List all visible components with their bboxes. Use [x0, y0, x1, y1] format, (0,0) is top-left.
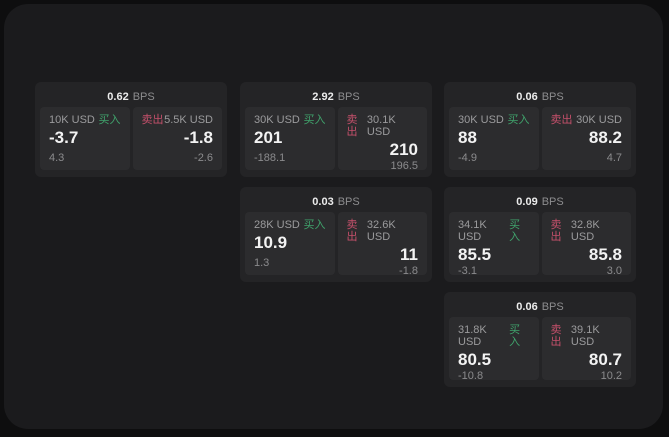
buy-size-label: 30K USD: [254, 114, 300, 126]
buy-side-tag: 买入: [98, 114, 121, 126]
quote-tiles: 10K USD 买入 -3.7 4.3 卖出 5.5K USD -1.8 -2.…: [40, 107, 222, 170]
sell-tile[interactable]: 卖出 39.1K USD 80.7 10.2: [541, 317, 631, 382]
sell-size-label: 32.8K USD: [570, 219, 600, 243]
card-header: 0.03 BPS: [245, 192, 427, 212]
sell-side-tag: 卖出: [346, 114, 358, 138]
buy-price: 201: [254, 128, 283, 147]
sell-tile[interactable]: 卖出 5.5K USD -1.8 -2.6: [132, 107, 222, 170]
bps-unit-label: BPS: [337, 196, 360, 208]
buy-price: 10.9: [254, 233, 288, 252]
quote-tiles: 28K USD 买入 10.9 1.3 卖出 32.6K USD 11 -1.8: [245, 212, 427, 277]
sell-tile[interactable]: 卖出 30.1K USD 210 196.5: [337, 107, 427, 172]
sell-price: 11: [400, 245, 418, 264]
buy-side-tag: 买入: [303, 219, 326, 231]
sell-price: 80.7: [588, 350, 622, 369]
sell-size-label: 30K USD: [576, 114, 622, 126]
buy-change: -3.1: [458, 265, 477, 277]
bps-value: 0.06: [516, 301, 538, 313]
sell-price: 210: [389, 140, 418, 159]
card-header: 0.06 BPS: [449, 87, 631, 107]
bps-unit-label: BPS: [132, 91, 155, 103]
card-header: 2.92 BPS: [245, 87, 427, 107]
sell-tile[interactable]: 卖出 30K USD 88.2 4.7: [541, 107, 631, 170]
bps-value: 2.92: [312, 91, 334, 103]
quotes-panel: 0.62 BPS 10K USD 买入 -3.7 4.3 卖出 5.5K USD…: [4, 4, 663, 429]
card-header: 0.06 BPS: [449, 297, 631, 317]
sell-change: 10.2: [600, 370, 622, 382]
bps-value: 0.03: [312, 196, 334, 208]
sell-side-tag: 卖出: [346, 219, 358, 243]
sell-price: 85.8: [588, 245, 622, 264]
buy-side-tag: 买入: [509, 219, 521, 243]
quote-card: 0.09 BPS 34.1K USD 买入 85.5 -3.1 卖出 32.8K…: [444, 187, 636, 282]
sell-price: 88.2: [588, 128, 622, 147]
bps-unit-label: BPS: [541, 301, 564, 313]
quote-card: 0.06 BPS 30K USD 买入 88 -4.9 卖出 30K USD 8…: [444, 82, 636, 177]
bps-unit-label: BPS: [541, 91, 564, 103]
sell-change: 3.0: [606, 265, 622, 277]
buy-price: 85.5: [458, 245, 492, 264]
buy-change: -10.8: [458, 370, 484, 382]
bps-unit-label: BPS: [541, 196, 564, 208]
quote-card: 0.62 BPS 10K USD 买入 -3.7 4.3 卖出 5.5K USD…: [35, 82, 227, 177]
buy-tile[interactable]: 30K USD 买入 201 -188.1: [245, 107, 335, 170]
buy-tile[interactable]: 28K USD 买入 10.9 1.3: [245, 212, 335, 275]
buy-side-tag: 买入: [303, 114, 326, 126]
sell-change: -1.8: [399, 265, 418, 277]
bps-value: 0.62: [107, 91, 129, 103]
sell-size-label: 5.5K USD: [164, 114, 213, 126]
buy-change: -188.1: [254, 152, 286, 164]
buy-side-tag: 买入: [507, 114, 530, 126]
buy-size-label: 31.8K USD: [458, 324, 487, 348]
buy-change: 1.3: [254, 257, 270, 269]
quote-card: 0.06 BPS 31.8K USD 买入 80.5 -10.8 卖出 39.1…: [444, 292, 636, 387]
sell-side-tag: 卖出: [550, 114, 573, 126]
sell-side-tag: 卖出: [550, 324, 562, 348]
buy-size-label: 34.1K USD: [458, 219, 487, 243]
quote-card: 0.03 BPS 28K USD 买入 10.9 1.3 卖出 32.6K US…: [240, 187, 432, 282]
buy-size-label: 30K USD: [458, 114, 504, 126]
buy-tile[interactable]: 30K USD 买入 88 -4.9: [449, 107, 539, 170]
quote-tiles: 34.1K USD 买入 85.5 -3.1 卖出 32.8K USD 85.8…: [449, 212, 631, 277]
buy-tile[interactable]: 31.8K USD 买入 80.5 -10.8: [449, 317, 539, 382]
buy-side-tag: 买入: [509, 324, 521, 348]
card-header: 0.09 BPS: [449, 192, 631, 212]
sell-size-label: 32.6K USD: [366, 219, 396, 243]
quote-tiles: 30K USD 买入 201 -188.1 卖出 30.1K USD 210 1…: [245, 107, 427, 172]
buy-price: 88: [458, 128, 477, 147]
sell-change: -2.6: [194, 152, 213, 164]
sell-size-label: 30.1K USD: [366, 114, 396, 138]
quote-tiles: 30K USD 买入 88 -4.9 卖出 30K USD 88.2 4.7: [449, 107, 631, 170]
bps-value: 0.09: [516, 196, 538, 208]
buy-change: -4.9: [458, 152, 477, 164]
buy-price: 80.5: [458, 350, 492, 369]
buy-price: -3.7: [49, 128, 79, 147]
quote-tiles: 31.8K USD 买入 80.5 -10.8 卖出 39.1K USD 80.…: [449, 317, 631, 382]
sell-price: -1.8: [183, 128, 213, 147]
sell-change: 4.7: [606, 152, 622, 164]
bps-value: 0.06: [516, 91, 538, 103]
sell-side-tag: 卖出: [141, 114, 164, 126]
buy-size-label: 28K USD: [254, 219, 300, 231]
buy-size-label: 10K USD: [49, 114, 95, 126]
sell-change: 196.5: [390, 160, 418, 172]
card-header: 0.62 BPS: [40, 87, 222, 107]
buy-tile[interactable]: 10K USD 买入 -3.7 4.3: [40, 107, 130, 170]
buy-tile[interactable]: 34.1K USD 买入 85.5 -3.1: [449, 212, 539, 277]
buy-change: 4.3: [49, 152, 65, 164]
sell-tile[interactable]: 卖出 32.8K USD 85.8 3.0: [541, 212, 631, 277]
sell-size-label: 39.1K USD: [570, 324, 600, 348]
quote-card: 2.92 BPS 30K USD 买入 201 -188.1 卖出 30.1K …: [240, 82, 432, 177]
bps-unit-label: BPS: [337, 91, 360, 103]
sell-side-tag: 卖出: [550, 219, 562, 243]
sell-tile[interactable]: 卖出 32.6K USD 11 -1.8: [337, 212, 427, 277]
